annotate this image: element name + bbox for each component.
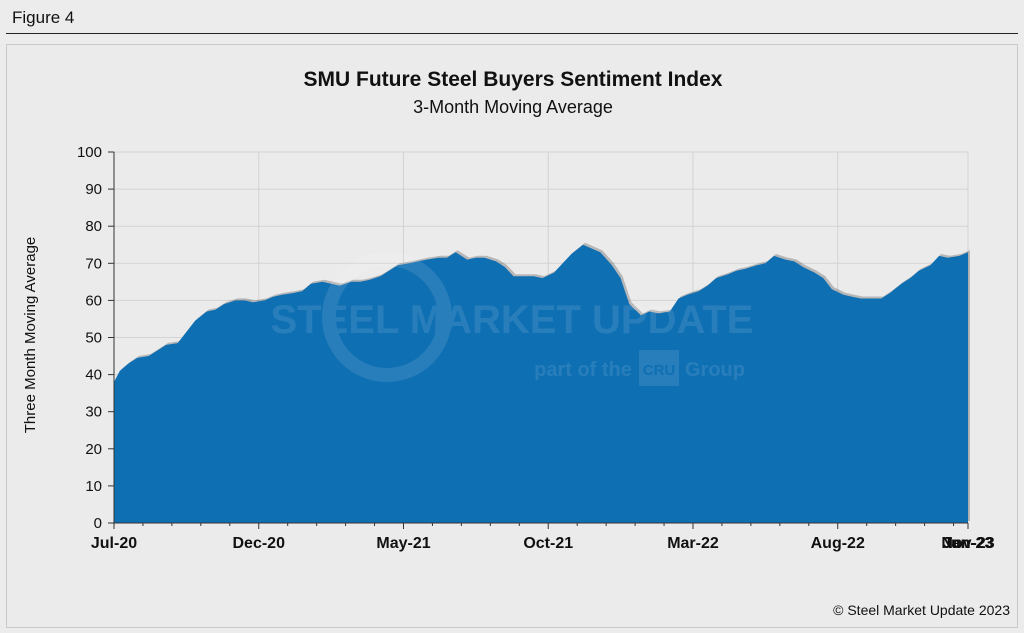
watermark-badge: CRU	[643, 362, 676, 379]
copyright: © Steel Market Update 2023	[833, 602, 1010, 618]
chart-panel: SMU Future Steel Buyers Sentiment Index …	[6, 44, 1018, 628]
y-tick-label: 40	[85, 367, 102, 384]
x-tick-label: Mar-22	[667, 535, 719, 552]
plot-layer	[114, 242, 970, 524]
chart-subtitle: 3-Month Moving Average	[413, 97, 613, 117]
series-area	[114, 244, 968, 524]
y-axis-label: Three Month Moving Average	[22, 237, 39, 434]
chart: SMU Future Steel Buyers Sentiment Index …	[22, 68, 995, 552]
x-tick-label: Jun-23	[942, 535, 994, 552]
x-tick-label: Jul-20	[91, 535, 137, 552]
watermark-logo-ring	[322, 252, 452, 382]
y-tick-label: 60	[85, 292, 102, 309]
axis-layer: 0 10 20 30 40 50 60 70 80 90 100 Jul-20 Dec-20 May-21…	[77, 144, 995, 552]
y-tick-label: 10	[85, 478, 102, 495]
x-tick-label: May-21	[376, 535, 430, 552]
x-tick-label: Aug-22	[811, 535, 865, 552]
figure-label: Figure 4	[12, 8, 75, 27]
y-tick-label: 50	[85, 330, 102, 347]
x-tick-label: Oct-21	[523, 535, 573, 552]
chart-title: SMU Future Steel Buyers Sentiment Index	[304, 68, 723, 91]
watermark-title: STEEL MARKET UPDATE	[271, 298, 754, 342]
watermark-part-of: part of the	[534, 359, 632, 381]
watermark-group: Group	[685, 359, 745, 381]
y-tick-label: 30	[85, 404, 102, 421]
y-tick-label: 90	[85, 181, 102, 198]
y-tick-label: 80	[85, 218, 102, 235]
figure-rule	[6, 33, 1018, 34]
watermark-badge-box	[639, 350, 679, 386]
x-tick-label: Dec-20	[233, 535, 286, 552]
x-tick-label: Jan-23	[943, 535, 994, 552]
y-tick-label: 20	[85, 441, 102, 458]
y-tick-label: 100	[77, 144, 102, 161]
x-tick-label: Nov-23	[941, 535, 994, 552]
watermark: STEEL MARKET UPDATE part of the CRU Grou…	[271, 252, 754, 386]
y-tick-label: 70	[85, 255, 102, 272]
y-tick-label: 0	[94, 515, 102, 532]
